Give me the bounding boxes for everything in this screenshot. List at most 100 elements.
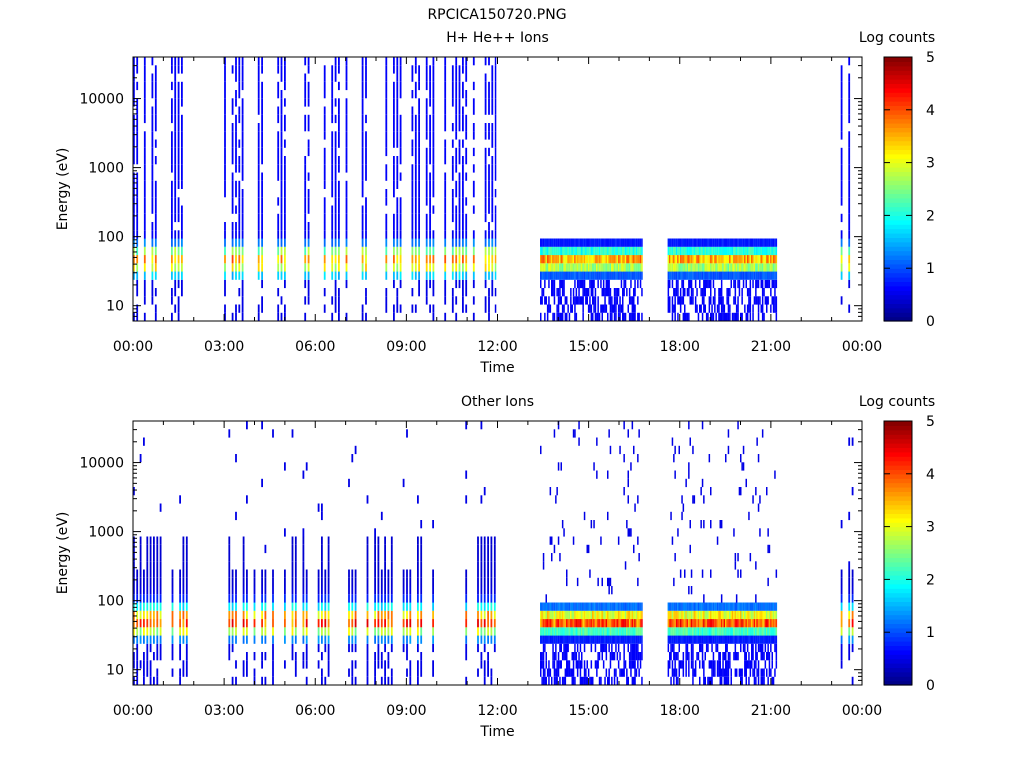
spectrogram-cell <box>672 296 674 304</box>
spectrogram-cell <box>610 619 612 627</box>
spectrogram-cell <box>774 627 776 635</box>
spectrogram-cell <box>848 578 850 586</box>
spectrogram-cell <box>720 611 722 619</box>
spectrogram-cell <box>548 636 550 644</box>
spectrogram-cell <box>558 627 560 635</box>
spectrogram-cell <box>174 98 176 106</box>
spectrogram-cell <box>611 644 613 652</box>
spectrogram-cell <box>623 454 625 462</box>
spectrogram-cell <box>720 636 722 644</box>
spectrogram-cell <box>400 197 402 205</box>
spectrogram-cell <box>562 313 564 321</box>
spectrogram-cell <box>740 611 742 619</box>
spectrogram-cell <box>143 669 145 677</box>
spectrogram-cell <box>235 255 237 263</box>
spectrogram-cell <box>607 280 609 288</box>
spectrogram-cell <box>739 603 741 611</box>
spectrogram-cell <box>232 131 234 139</box>
spectrogram-cell <box>254 636 256 644</box>
spectrogram-cell <box>355 644 357 652</box>
spectrogram-cell <box>433 107 435 115</box>
spectrogram-cell <box>573 263 575 271</box>
spectrogram-cell <box>603 280 605 288</box>
spectrogram-cell <box>338 313 340 321</box>
spectrogram-cell <box>418 181 420 189</box>
spectrogram-cell <box>750 660 752 668</box>
spectrogram-cell <box>726 677 728 685</box>
spectrogram-cell <box>717 255 719 263</box>
spectrogram-cell <box>773 627 775 635</box>
spectrogram-cell <box>735 652 737 660</box>
spectrogram-cell <box>183 578 185 586</box>
spectrogram-cell <box>140 561 142 569</box>
spectrogram-cell <box>473 206 475 214</box>
spectrogram-cell <box>432 627 434 635</box>
spectrogram-cell <box>592 677 594 685</box>
spectrogram-cell <box>238 214 240 222</box>
spectrogram-cell <box>638 263 640 271</box>
spectrogram-cell <box>459 140 461 148</box>
spectrogram-cell <box>591 305 593 313</box>
spectrogram-cell <box>324 82 326 90</box>
spectrogram-cell <box>559 255 561 263</box>
spectrogram-cell <box>706 636 708 644</box>
spectrogram-cell <box>630 247 632 255</box>
spectrogram-cell <box>848 74 850 82</box>
spectrogram-cell <box>426 123 428 131</box>
spectrogram-cell <box>153 611 155 619</box>
spectrogram-cell <box>426 181 428 189</box>
spectrogram-cell <box>429 272 431 280</box>
spectrogram-cell <box>174 181 176 189</box>
spectrogram-cell <box>587 627 589 635</box>
spectrogram-cell <box>153 545 155 553</box>
spectrogram-cell <box>563 528 565 536</box>
spectrogram-cell <box>152 189 154 197</box>
spectrogram-cell <box>144 90 146 98</box>
spectrogram-cell <box>765 239 767 247</box>
spectrogram-cell <box>396 115 398 123</box>
spectrogram-cell <box>684 305 686 313</box>
spectrogram-cell <box>750 305 752 313</box>
spectrogram-cell <box>417 586 419 594</box>
spectrogram-cell <box>696 263 698 271</box>
spectrogram-cell <box>481 495 483 503</box>
spectrogram-cell <box>328 652 330 660</box>
spectrogram-cell <box>668 627 670 635</box>
spectrogram-cell <box>462 239 464 247</box>
spectrogram-cell <box>281 115 283 123</box>
spectrogram-cell <box>668 660 670 668</box>
spectrogram-cell <box>737 553 739 561</box>
colorbar-segment <box>884 251 912 256</box>
spectrogram-cell <box>393 90 395 98</box>
spectrogram-cell <box>582 239 584 247</box>
spectrogram-cell <box>367 669 369 677</box>
spectrogram-cell <box>615 611 617 619</box>
spectrogram-cell <box>444 288 446 296</box>
spectrogram-cell <box>717 263 719 271</box>
spectrogram-cell <box>611 611 613 619</box>
spectrogram-cell <box>362 148 364 156</box>
spectrogram-cell <box>759 296 761 304</box>
spectrogram-cell <box>672 247 674 255</box>
spectrogram-cell <box>563 305 565 313</box>
spectrogram-cell <box>758 627 760 635</box>
spectrogram-cell <box>459 173 461 181</box>
spectrogram-cell <box>672 627 674 635</box>
spectrogram-cell <box>713 660 715 668</box>
spectrogram-cell <box>681 272 683 280</box>
spectrogram-cell <box>335 57 337 65</box>
spectrogram-cell <box>146 578 148 586</box>
spectrogram-cell <box>709 660 711 668</box>
spectrogram-cell <box>224 156 226 164</box>
spectrogram-cell <box>328 578 330 586</box>
spectrogram-cell <box>547 619 549 627</box>
spectrogram-cell <box>272 570 274 578</box>
spectrogram-cell <box>495 255 497 263</box>
spectrogram-cell <box>485 239 487 247</box>
spectrogram-cell <box>565 239 567 247</box>
spectrogram-cell <box>232 181 234 189</box>
spectrogram-cell <box>181 123 183 131</box>
spectrogram-cell <box>735 247 737 255</box>
spectrogram-cell <box>306 578 308 586</box>
spectrogram-cell <box>265 619 267 627</box>
